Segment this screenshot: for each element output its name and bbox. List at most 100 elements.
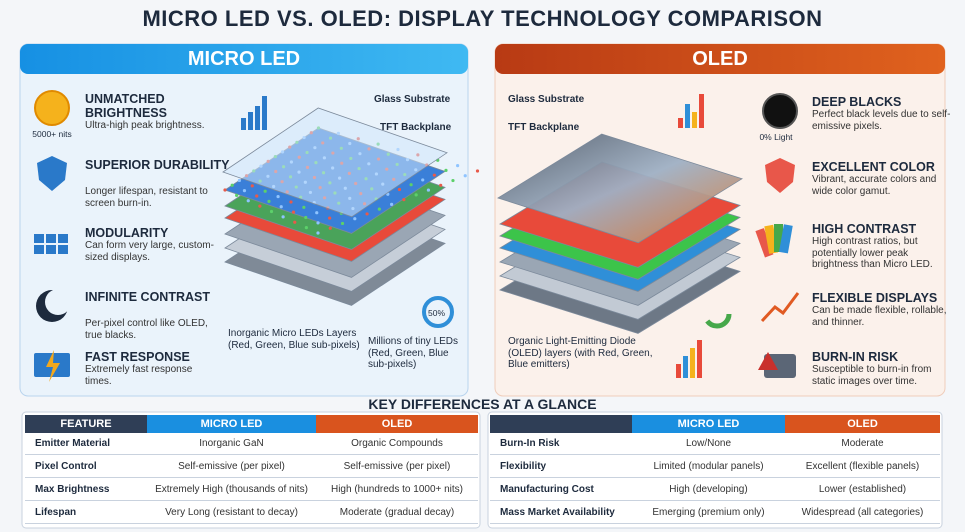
icon xyxy=(34,234,44,243)
panel-title: OLED xyxy=(692,48,748,70)
deco-bar xyxy=(241,118,246,130)
led-dot xyxy=(242,189,247,193)
table-cell: Manufacturing Cost xyxy=(490,479,632,501)
led-dot xyxy=(426,188,431,192)
table-left-frame xyxy=(21,411,481,529)
header-cell: OLED xyxy=(316,415,478,433)
led-dot xyxy=(279,205,283,209)
table-cell: Widespread (all categories) xyxy=(785,502,940,524)
deco-bar xyxy=(248,112,253,130)
icon xyxy=(34,90,70,126)
led-dot xyxy=(409,183,413,187)
table-cell: Low/None xyxy=(632,433,785,455)
led-dot xyxy=(463,174,467,178)
led-dot xyxy=(365,212,369,216)
feature-title: HIGH CONTRAST xyxy=(812,222,917,236)
led-dot xyxy=(269,209,274,214)
led-dot xyxy=(328,216,332,220)
diagram-label: Glass Substrate xyxy=(508,94,585,105)
table-cell: Emerging (premium only) xyxy=(632,502,785,524)
table-cell: Mass Market Availability xyxy=(490,502,632,524)
feature-text: Ultra-high peak brightness. xyxy=(85,120,205,131)
feature-text: Can be made flexible, rollable, and thin… xyxy=(812,305,947,328)
led-dot xyxy=(444,168,448,172)
table-cell: High (hundreds to 1000+ nits) xyxy=(316,479,478,501)
icon xyxy=(762,93,798,129)
led-dot xyxy=(267,199,271,203)
icon xyxy=(774,224,783,252)
led-dot xyxy=(258,204,262,208)
header-cell: OLED xyxy=(785,415,940,433)
feature-text: Can form very large, custom-sized displa… xyxy=(85,240,214,263)
deco-bar xyxy=(683,356,688,378)
feature-text: Susceptible to burn-in from static image… xyxy=(812,364,932,387)
diagram-label: Millions of tiny LEDs (Red, Green, Blue … xyxy=(368,336,459,370)
led-dot xyxy=(230,183,234,187)
feature-text: Per-pixel control like OLED, true blacks… xyxy=(85,318,208,341)
icon xyxy=(765,158,795,193)
led-dot xyxy=(353,217,357,221)
panel-header-micro xyxy=(20,44,468,74)
layer xyxy=(497,133,743,244)
led-dot xyxy=(402,198,406,202)
table-cell: High (developing) xyxy=(632,479,785,501)
deco-bar xyxy=(692,112,697,128)
feature-title: EXCELLENT COLOR xyxy=(812,160,935,174)
table-cell: Moderate xyxy=(785,433,940,455)
diagram-label: Glass Substrate xyxy=(374,94,451,105)
feature-text: High contrast ratios, but potentially lo… xyxy=(812,236,933,270)
led-dot xyxy=(316,231,320,235)
icon xyxy=(45,289,71,315)
deco-bar xyxy=(697,340,702,378)
layer xyxy=(222,107,448,218)
table-cell: Pixel Control xyxy=(25,456,147,478)
led-dot xyxy=(263,189,267,193)
led-dot xyxy=(304,215,308,220)
icon xyxy=(58,245,68,254)
led-dot xyxy=(475,169,480,173)
icon xyxy=(46,350,60,382)
feature-text: Perfect black levels due to self-emissiv… xyxy=(812,109,951,132)
led-dot xyxy=(315,211,319,215)
deco-bar xyxy=(262,96,267,130)
header-cell: FEATURE xyxy=(25,415,147,433)
header-cell: MICRO LED xyxy=(632,415,785,433)
led-dot xyxy=(246,199,250,203)
feature-title: FAST RESPONSE xyxy=(85,350,190,364)
diagram-label: TFT Backplane xyxy=(380,122,452,133)
table-cell: Self-emissive (per pixel) xyxy=(316,456,478,478)
panel-header-oled xyxy=(495,44,945,74)
icon xyxy=(760,292,800,323)
feature-title: INFINITE CONTRAST xyxy=(85,290,210,304)
table-cell: Moderate (gradual decay) xyxy=(316,502,478,524)
led-dot xyxy=(432,173,436,177)
feature-text: Extremely fast response times. xyxy=(85,364,193,387)
led-dot xyxy=(397,187,402,192)
panel-title: MICRO LED xyxy=(187,48,301,70)
feature-title: UNMATCHED BRIGHTNESS xyxy=(85,92,167,120)
led-dot xyxy=(255,194,259,198)
led-dot xyxy=(390,202,394,206)
table-cell: Max Brightness xyxy=(25,479,147,501)
feature-title: DEEP BLACKS xyxy=(812,95,902,109)
deco-bar xyxy=(699,94,704,128)
icon xyxy=(758,352,778,370)
table-cell: Limited (modular panels) xyxy=(632,456,785,478)
donut-label: 50% xyxy=(428,308,446,318)
feature-text: Longer lifespan, resistant to screen bur… xyxy=(85,186,208,209)
icon xyxy=(46,245,56,254)
table-cell: Self-emissive (per pixel) xyxy=(147,456,316,478)
led-dot xyxy=(302,205,306,209)
led-dot xyxy=(237,178,241,183)
icon xyxy=(779,224,793,254)
icon xyxy=(34,245,44,254)
feature-text: Vibrant, accurate colors and wide color … xyxy=(812,174,937,197)
led-dot xyxy=(293,220,297,224)
deco-bar xyxy=(678,118,683,128)
table-right-frame xyxy=(487,411,943,529)
led-dot xyxy=(289,200,293,204)
feature-title: MODULARITY xyxy=(85,226,169,240)
led-dot xyxy=(414,193,418,197)
icon xyxy=(58,234,68,243)
